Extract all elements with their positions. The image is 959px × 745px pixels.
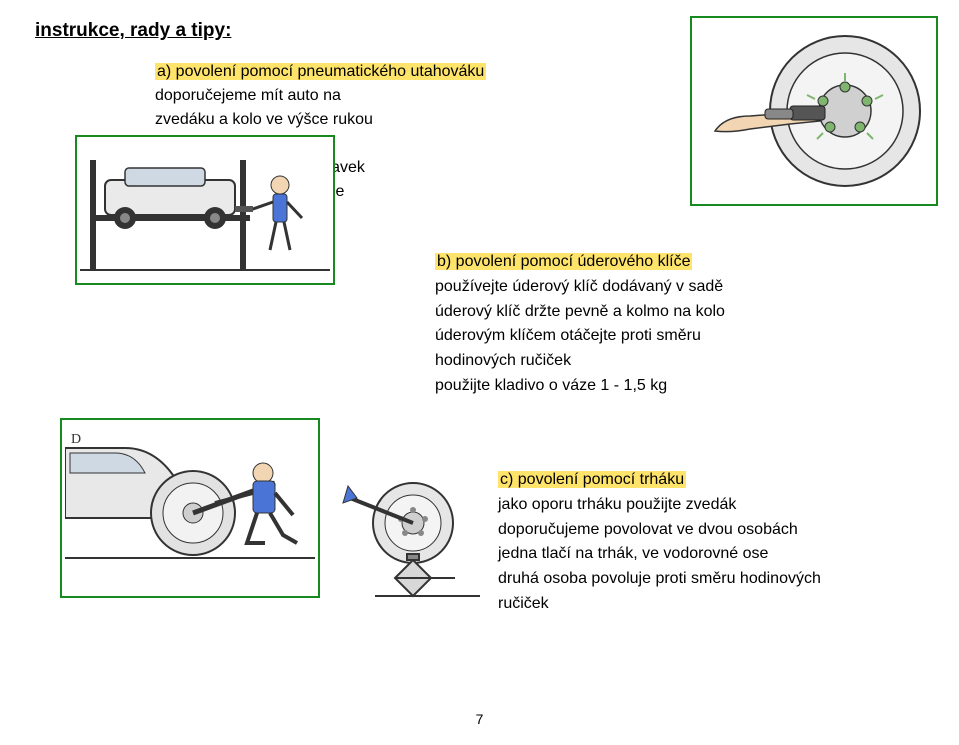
illustration-mechanic-kneeling: D bbox=[60, 418, 320, 598]
page-number: 7 bbox=[476, 711, 484, 727]
section-a-title: a) povolení pomocí pneumatického utahová… bbox=[155, 63, 486, 80]
section-a-line-1: zvedáku a kolo ve výšce rukou bbox=[155, 111, 373, 128]
section-b-title: b) povolení pomocí úderového klíče bbox=[435, 253, 692, 270]
section-c-line-1: doporučujeme povolovat ve dvou osobách bbox=[498, 521, 798, 538]
illustration-wheel-jack bbox=[335, 478, 485, 600]
page: instrukce, rady a tipy: a) povolení pomo… bbox=[0, 0, 959, 745]
section-b-line-1: úderový klíč držte pevně a kolmo na kolo bbox=[435, 303, 725, 320]
section-b-line-2: úderovým klíčem otáčejte proti směru bbox=[435, 327, 701, 344]
illustration-wheel-wrench bbox=[690, 16, 938, 206]
section-b-line-0: používejte úderový klíč dodávaný v sadě bbox=[435, 278, 723, 295]
section-c-text: c) povolení pomocí trháku jako oporu trh… bbox=[498, 468, 821, 617]
section-b-text: b) povolení pomocí úderového klíče použí… bbox=[435, 250, 725, 399]
section-c-line-2: jedna tlačí na trhák, ve vodorovné ose bbox=[498, 545, 768, 562]
svg-text:D: D bbox=[71, 432, 81, 447]
section-c-line-0: jako oporu trháku použijte zvedák bbox=[498, 496, 736, 513]
section-b-line-3: hodinových ručiček bbox=[435, 352, 571, 369]
section-b-line-4: použijte kladivo o váze 1 - 1,5 kg bbox=[435, 377, 667, 394]
section-c-title: c) povolení pomocí trháku bbox=[498, 471, 686, 488]
section-a-line-0: doporučejeme mít auto na bbox=[155, 87, 341, 104]
header-text: instrukce, rady a tipy: bbox=[35, 20, 231, 41]
section-c-line-4: ručiček bbox=[498, 595, 549, 612]
illustration-car-on-lift bbox=[75, 135, 335, 285]
section-c-line-3: druhá osoba povoluje proti směru hodinov… bbox=[498, 570, 821, 587]
